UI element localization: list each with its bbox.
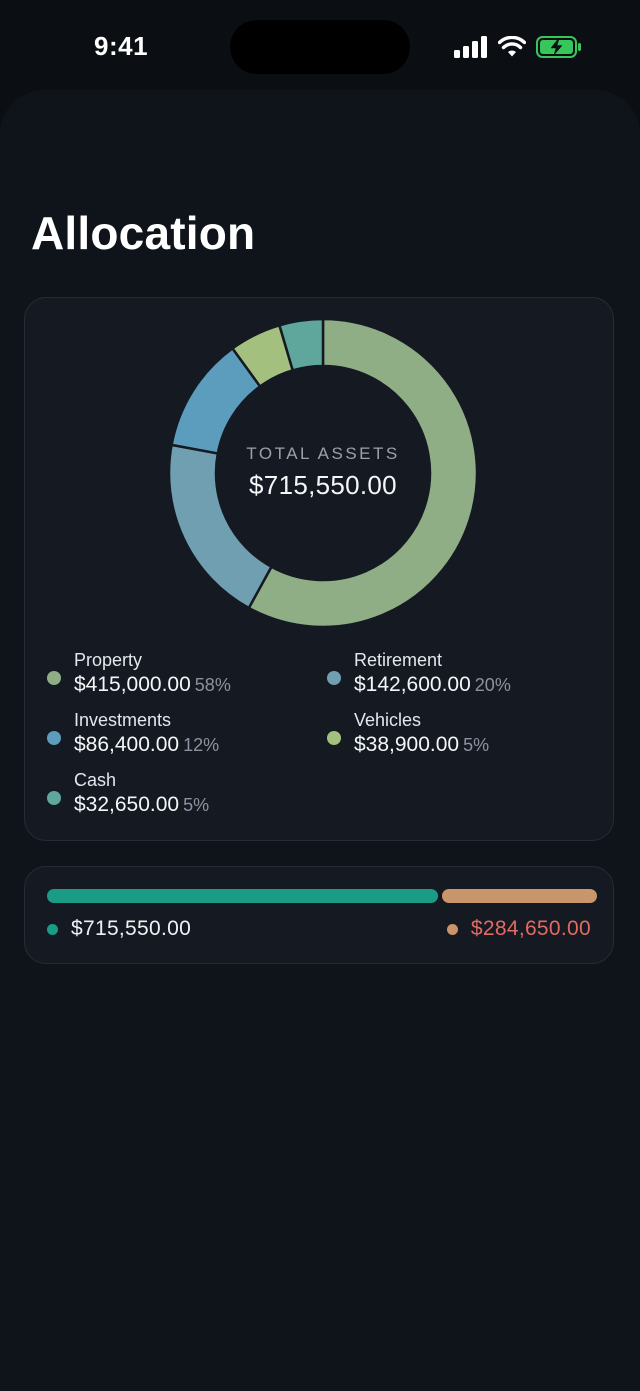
assets-dot <box>47 923 58 935</box>
status-bar: 9:41 <box>0 0 640 92</box>
allocation-card: TOTAL ASSETS $715,550.00 Property $415,0… <box>24 297 614 841</box>
legend-amount: $415,000.00 58% <box>74 673 231 697</box>
legend-percent: 5% <box>463 735 490 755</box>
donut-segment-cash[interactable] <box>277 317 325 372</box>
amount-text: $415,000.00 <box>74 673 191 696</box>
assets-summary: $715,550.00 <box>47 917 191 941</box>
legend-name: Property <box>74 650 143 670</box>
legend-item-investments[interactable]: Investments $86,400.00 12% <box>47 710 307 766</box>
status-time: 9:41 <box>94 31 149 61</box>
legend-name: Investments <box>74 710 172 730</box>
legend-name: Vehicles <box>354 710 422 730</box>
assets-liabilities-bar <box>47 889 597 903</box>
legend-percent: 12% <box>183 735 220 755</box>
assets-value: $715,550.00 <box>71 917 192 940</box>
total-assets-value: $715,550.00 <box>249 469 397 500</box>
status-icons <box>454 34 582 60</box>
total-assets-label: TOTAL ASSETS <box>246 443 400 463</box>
donut-center: TOTAL ASSETS $715,550.00 <box>169 319 477 627</box>
legend-percent: 20% <box>474 675 511 695</box>
legend-amount: $38,900.00 5% <box>354 733 489 757</box>
liabilities-summary: $284,650.00 <box>446 917 591 941</box>
wifi-icon <box>498 36 526 57</box>
legend-name: Retirement <box>354 650 443 670</box>
amount-text: $32,650.00 <box>74 793 180 816</box>
cellular-signal-icon <box>454 36 487 58</box>
legend-dot <box>47 671 61 685</box>
assets-liabilities-card[interactable]: $715,550.00 $284,650.00 <box>24 866 614 964</box>
donut-chart: TOTAL ASSETS $715,550.00 <box>167 317 479 629</box>
donut-segment-property[interactable] <box>247 317 479 629</box>
legend-amount: $32,650.00 5% <box>74 793 209 817</box>
legend-dot <box>327 731 341 745</box>
legend-item-retirement[interactable]: Retirement $142,600.00 20% <box>327 650 587 706</box>
legend-item-property[interactable]: Property $415,000.00 58% <box>47 650 307 706</box>
donut-svg <box>167 317 479 629</box>
assets-bar-segment <box>47 889 438 903</box>
legend-name: Cash <box>74 770 117 790</box>
liabilities-value: $284,650.00 <box>470 917 591 940</box>
legend-dot <box>327 671 341 685</box>
legend-dot <box>47 791 61 805</box>
battery-charging-icon <box>536 36 581 58</box>
amount-text: $86,400.00 <box>74 733 180 756</box>
page-title: Allocation <box>31 207 256 259</box>
amount-text: $142,600.00 <box>354 673 471 696</box>
amount-text: $38,900.00 <box>354 733 460 756</box>
legend-percent: 5% <box>183 795 210 815</box>
legend-amount: $142,600.00 20% <box>354 673 511 697</box>
legend-item-vehicles[interactable]: Vehicles $38,900.00 5% <box>327 710 587 766</box>
legend-item-cash[interactable]: Cash $32,650.00 5% <box>47 770 307 826</box>
liabilities-bar-segment <box>442 889 597 903</box>
dynamic-island <box>230 20 410 74</box>
legend-percent: 58% <box>194 675 231 695</box>
legend-dot <box>47 731 61 745</box>
legend-amount: $86,400.00 12% <box>74 733 219 757</box>
liabilities-dot <box>446 923 458 935</box>
